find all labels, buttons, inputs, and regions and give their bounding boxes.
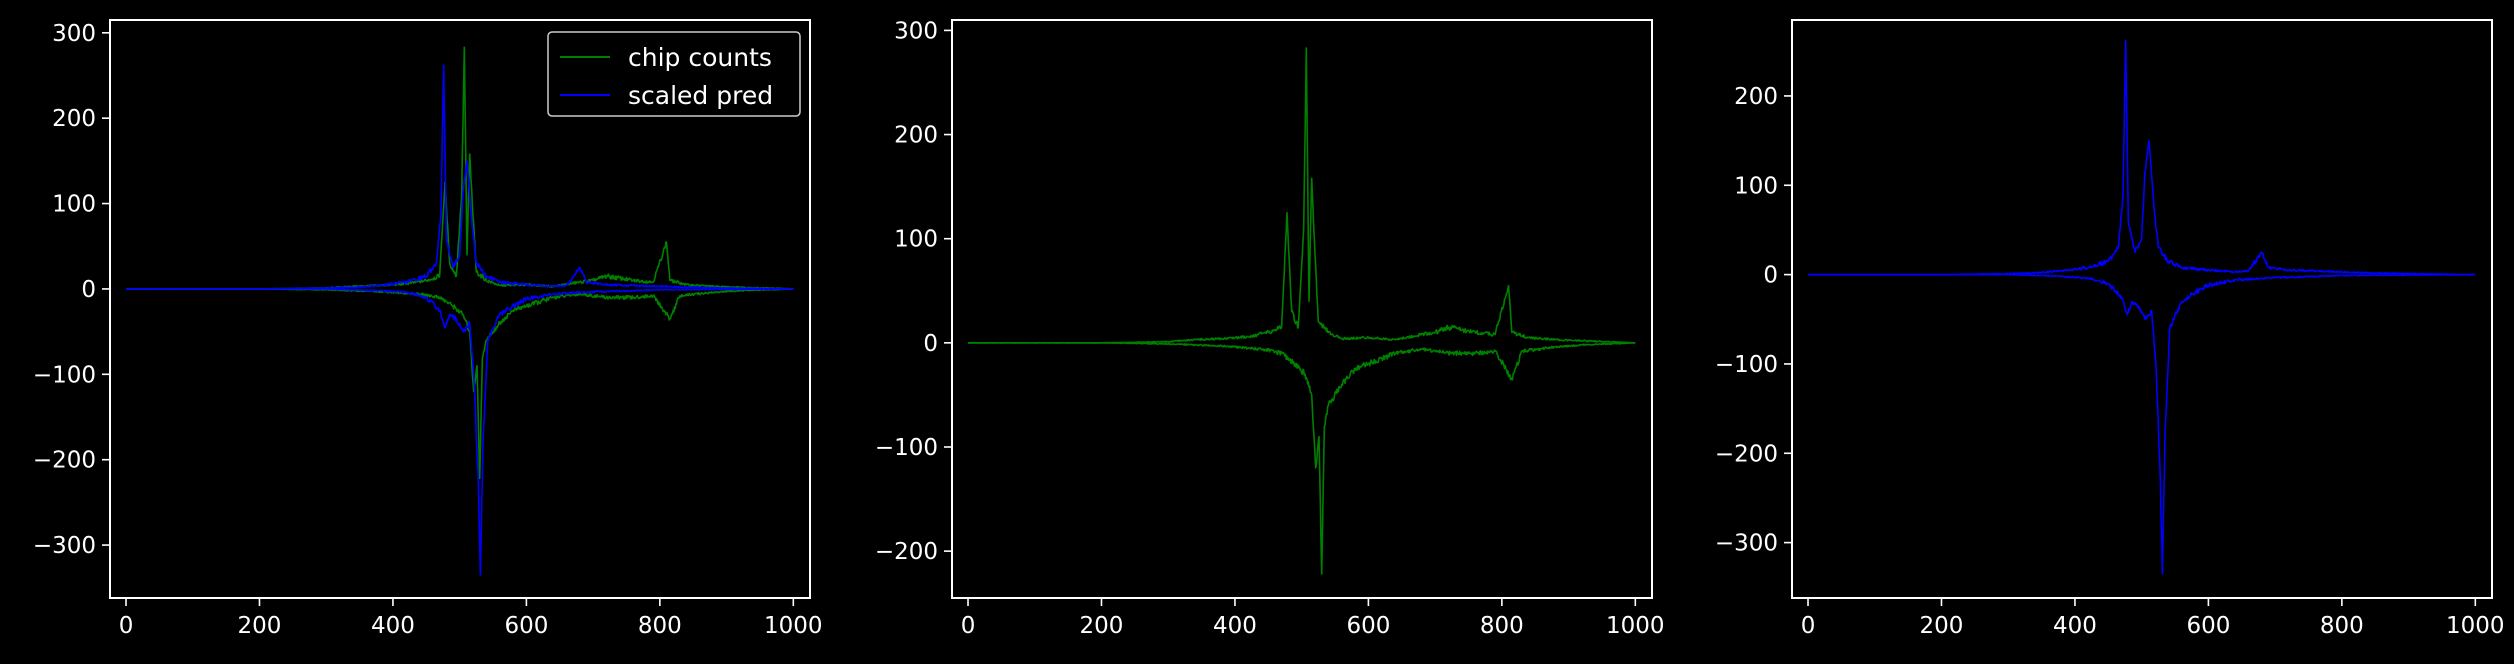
y-tick-label: −100	[33, 362, 96, 388]
x-tick-label: 1000	[1606, 613, 1665, 639]
x-tick-label: 200	[1080, 613, 1124, 639]
y-tick-label: 200	[52, 106, 96, 132]
x-tick-label: 400	[2053, 613, 2097, 639]
x-tick-label: 800	[2320, 613, 2364, 639]
x-tick-label: 200	[238, 613, 282, 639]
x-tick-label: 400	[1213, 613, 1257, 639]
y-tick-label: 200	[1734, 84, 1778, 110]
axes-frame	[1791, 19, 2493, 599]
legend-entry-label: chip counts	[628, 43, 772, 72]
series-line-series1-upper	[1807, 39, 2476, 276]
y-tick-label: −100	[1715, 352, 1778, 378]
x-tick-label: 600	[504, 613, 548, 639]
y-tick-label: −300	[33, 533, 96, 559]
series-line-series1-upper	[967, 47, 1636, 344]
y-tick-label: −100	[875, 435, 938, 461]
x-tick-label: 1000	[2446, 613, 2505, 639]
y-tick-label: 0	[81, 277, 96, 303]
legend-box	[547, 31, 801, 117]
x-tick-label: 800	[638, 613, 682, 639]
series-line-chip-counts-lower	[125, 288, 794, 480]
series-line-series1-lower	[967, 341, 1636, 575]
x-tick-label: 400	[371, 613, 415, 639]
y-tick-label: 100	[52, 192, 96, 218]
x-tick-label: 600	[2186, 613, 2230, 639]
series-line-scaled-pred-lower	[125, 288, 794, 576]
y-tick-label: 100	[1734, 173, 1778, 199]
x-tick-label: 600	[1346, 613, 1390, 639]
y-tick-label: 0	[1763, 263, 1778, 289]
chart-panel-1: 0 200 400 600 800 1000 −300 −200 −100 0 100 200 300 c…	[33, 19, 823, 639]
y-tick-label: −200	[1715, 441, 1778, 467]
axes-frame	[109, 19, 811, 599]
y-tick-label: −300	[1715, 531, 1778, 557]
x-tick-label: 1000	[764, 613, 823, 639]
x-tick-label: 0	[1801, 613, 1816, 639]
y-tick-label: 100	[894, 227, 938, 253]
chart-panel-3: 0 200 400 600 800 1000 −300 −200 −100 0 100 200	[1715, 19, 2505, 639]
legend-entry-label: scaled pred	[628, 81, 773, 110]
x-tick-label: 200	[1920, 613, 1964, 639]
axes-frame	[951, 19, 1653, 599]
y-tick-label: −200	[875, 539, 938, 565]
y-tick-label: 300	[894, 18, 938, 44]
y-tick-label: 300	[52, 21, 96, 47]
chart-panel-2: 0 200 400 600 800 1000 −200 −100 0 100 200 300	[875, 18, 1665, 639]
y-tick-label: −200	[33, 448, 96, 474]
legend: chip counts scaled pred	[547, 31, 801, 117]
y-tick-label: 0	[923, 331, 938, 357]
series-line-series1-lower	[1807, 273, 2476, 575]
x-tick-label: 0	[961, 613, 976, 639]
y-tick-label: 200	[894, 123, 938, 149]
x-tick-label: 800	[1480, 613, 1524, 639]
x-tick-label: 0	[119, 613, 134, 639]
